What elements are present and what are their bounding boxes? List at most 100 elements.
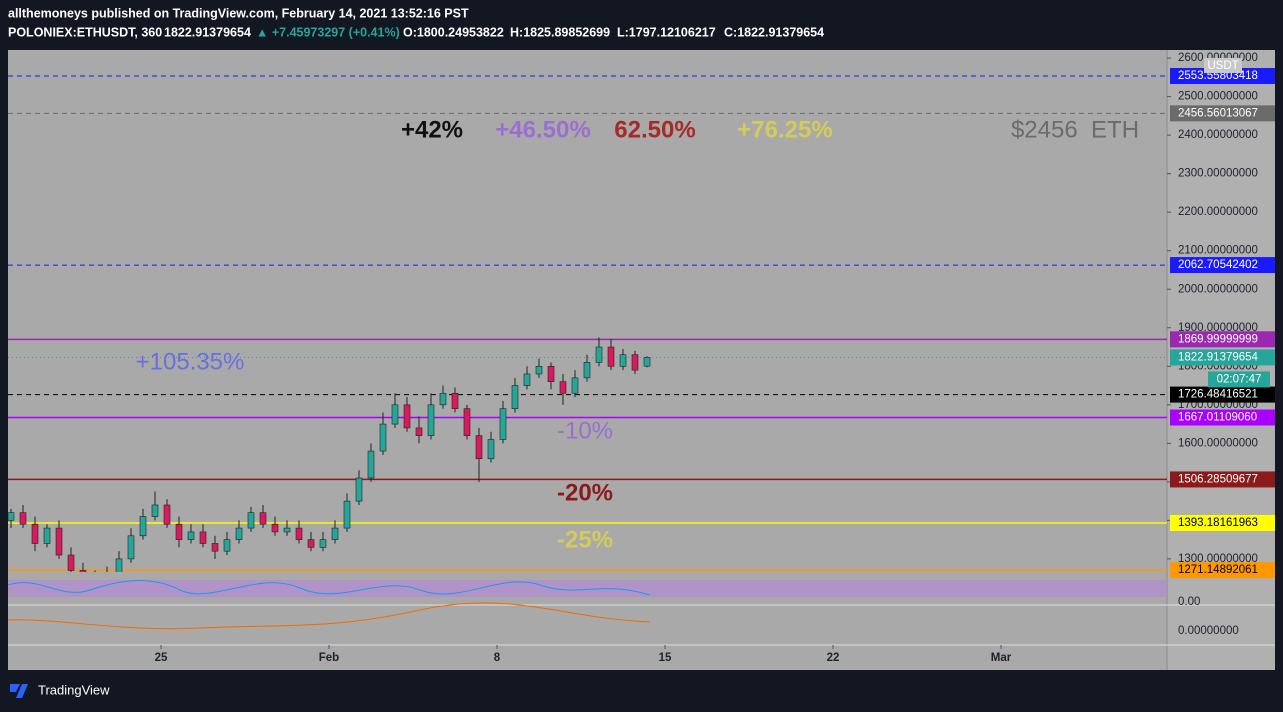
candle-body (571, 377, 579, 394)
candle-body (343, 500, 351, 529)
level-label-bg (1170, 386, 1275, 403)
currency: USDT (1207, 60, 1238, 72)
annotation: -10% (557, 417, 613, 444)
high: H:1825.89852699 (510, 25, 610, 39)
annotation: $2456 ETH (1011, 116, 1139, 143)
annotation: -20% (557, 479, 613, 506)
y-tick-label: 1600.00000000 (1178, 437, 1258, 449)
candle-body (523, 373, 531, 386)
candle-body (451, 392, 459, 409)
level-label: 1822.91379654 (1178, 351, 1259, 363)
y-tick-label: 1900.00000000 (1178, 322, 1258, 334)
x-tick-label: 25 (155, 652, 168, 664)
candle-body (535, 365, 543, 375)
level-label: 1271.14892061 (1178, 564, 1258, 576)
countdown-bg (1208, 371, 1270, 388)
annotation: +46.50% (495, 116, 590, 143)
y-tick-label: 1300.00000000 (1178, 553, 1258, 565)
y-tick-label: 2000.00000000 (1178, 283, 1258, 295)
level-label: 1393.18161963 (1178, 517, 1258, 529)
candle-body (391, 404, 399, 425)
annotation: 62.50% (614, 116, 695, 143)
candle-body (235, 527, 243, 540)
candles (8, 337, 651, 572)
level-label-bg (1170, 67, 1275, 84)
level-label: 1726.48416521 (1178, 389, 1258, 401)
level-label-bg (1170, 349, 1275, 366)
candle-body (259, 512, 267, 525)
x-tick-label: Feb (319, 652, 339, 664)
candle-body (31, 523, 39, 544)
level-label: 2456.56013067 (1178, 107, 1258, 119)
candle-body (595, 346, 603, 363)
open: O:1800.24953822 (403, 25, 504, 39)
last-price: 1822.91379654 (164, 25, 251, 39)
candle-body (403, 404, 411, 429)
candle-body (379, 423, 387, 452)
candle-body (619, 354, 627, 367)
level-label: 2553.55803418 (1178, 70, 1258, 82)
candle-body (475, 435, 483, 460)
annotation: +42% (401, 116, 463, 143)
rsi-line (7, 580, 651, 596)
x-tick-label: 22 (827, 652, 840, 664)
candle-body (631, 354, 639, 371)
candle-body (139, 516, 147, 537)
candle-body (463, 408, 471, 436)
candle-body (319, 539, 327, 548)
candle-body (43, 527, 51, 544)
candle-body (547, 365, 555, 382)
candle-body (487, 439, 495, 460)
candle-body (247, 512, 255, 529)
y-tick-label: 2300.00000000 (1178, 168, 1258, 180)
candle-body (367, 450, 375, 479)
level-label-bg (1170, 105, 1275, 122)
candle-body (583, 362, 591, 379)
candle-body (295, 527, 303, 540)
indicator-label: 0.00000000 (1178, 625, 1239, 637)
candle-body (163, 504, 171, 525)
candle-body (331, 527, 339, 540)
countdown: 02:07:47 (1217, 373, 1262, 385)
candle-body (115, 558, 123, 572)
candle-body (559, 381, 567, 394)
level-label: 1667.01109060 (1178, 412, 1257, 424)
level-label-bg (1170, 515, 1275, 532)
candle-body (79, 570, 87, 572)
candle-body (427, 404, 435, 436)
chart-area (8, 50, 1167, 670)
candle-body (607, 346, 615, 367)
candle-body (8, 512, 15, 521)
candle-body (307, 539, 315, 548)
candle-body (151, 504, 159, 517)
y-tick-label: 2100.00000000 (1178, 245, 1258, 257)
candle-body (223, 539, 231, 552)
y-tick-label: 2500.00000000 (1178, 91, 1258, 103)
macd-line (7, 602, 651, 630)
author-line: allthemoneys published on TradingView.co… (8, 6, 469, 20)
rsi-band (8, 580, 1167, 597)
candle-body (283, 527, 291, 533)
symbol: POLONIEX:ETHUSDT, 360 (8, 25, 162, 39)
candle-body (199, 531, 207, 544)
logo (10, 684, 28, 698)
candle-body (55, 527, 63, 556)
candle-body (271, 523, 279, 533)
x-tick-label: 8 (494, 652, 501, 664)
level-label-bg (1170, 331, 1275, 348)
currency-bg (1204, 58, 1242, 73)
candle-body (211, 543, 219, 552)
level-label-bg (1170, 471, 1275, 488)
candle-body (643, 357, 651, 367)
annotation: +76.25% (737, 116, 832, 143)
x-tick-label: 15 (659, 652, 672, 664)
low: L:1797.12106217 (617, 25, 716, 39)
level-label: 1506.28509677 (1178, 473, 1258, 485)
y-tick-label: 2400.00000000 (1178, 129, 1258, 141)
candle-body (439, 392, 447, 406)
y-tick-label: 2200.00000000 (1178, 206, 1258, 218)
candle-body (175, 523, 183, 540)
candle-body (511, 385, 519, 409)
brand: TradingView (38, 682, 110, 697)
